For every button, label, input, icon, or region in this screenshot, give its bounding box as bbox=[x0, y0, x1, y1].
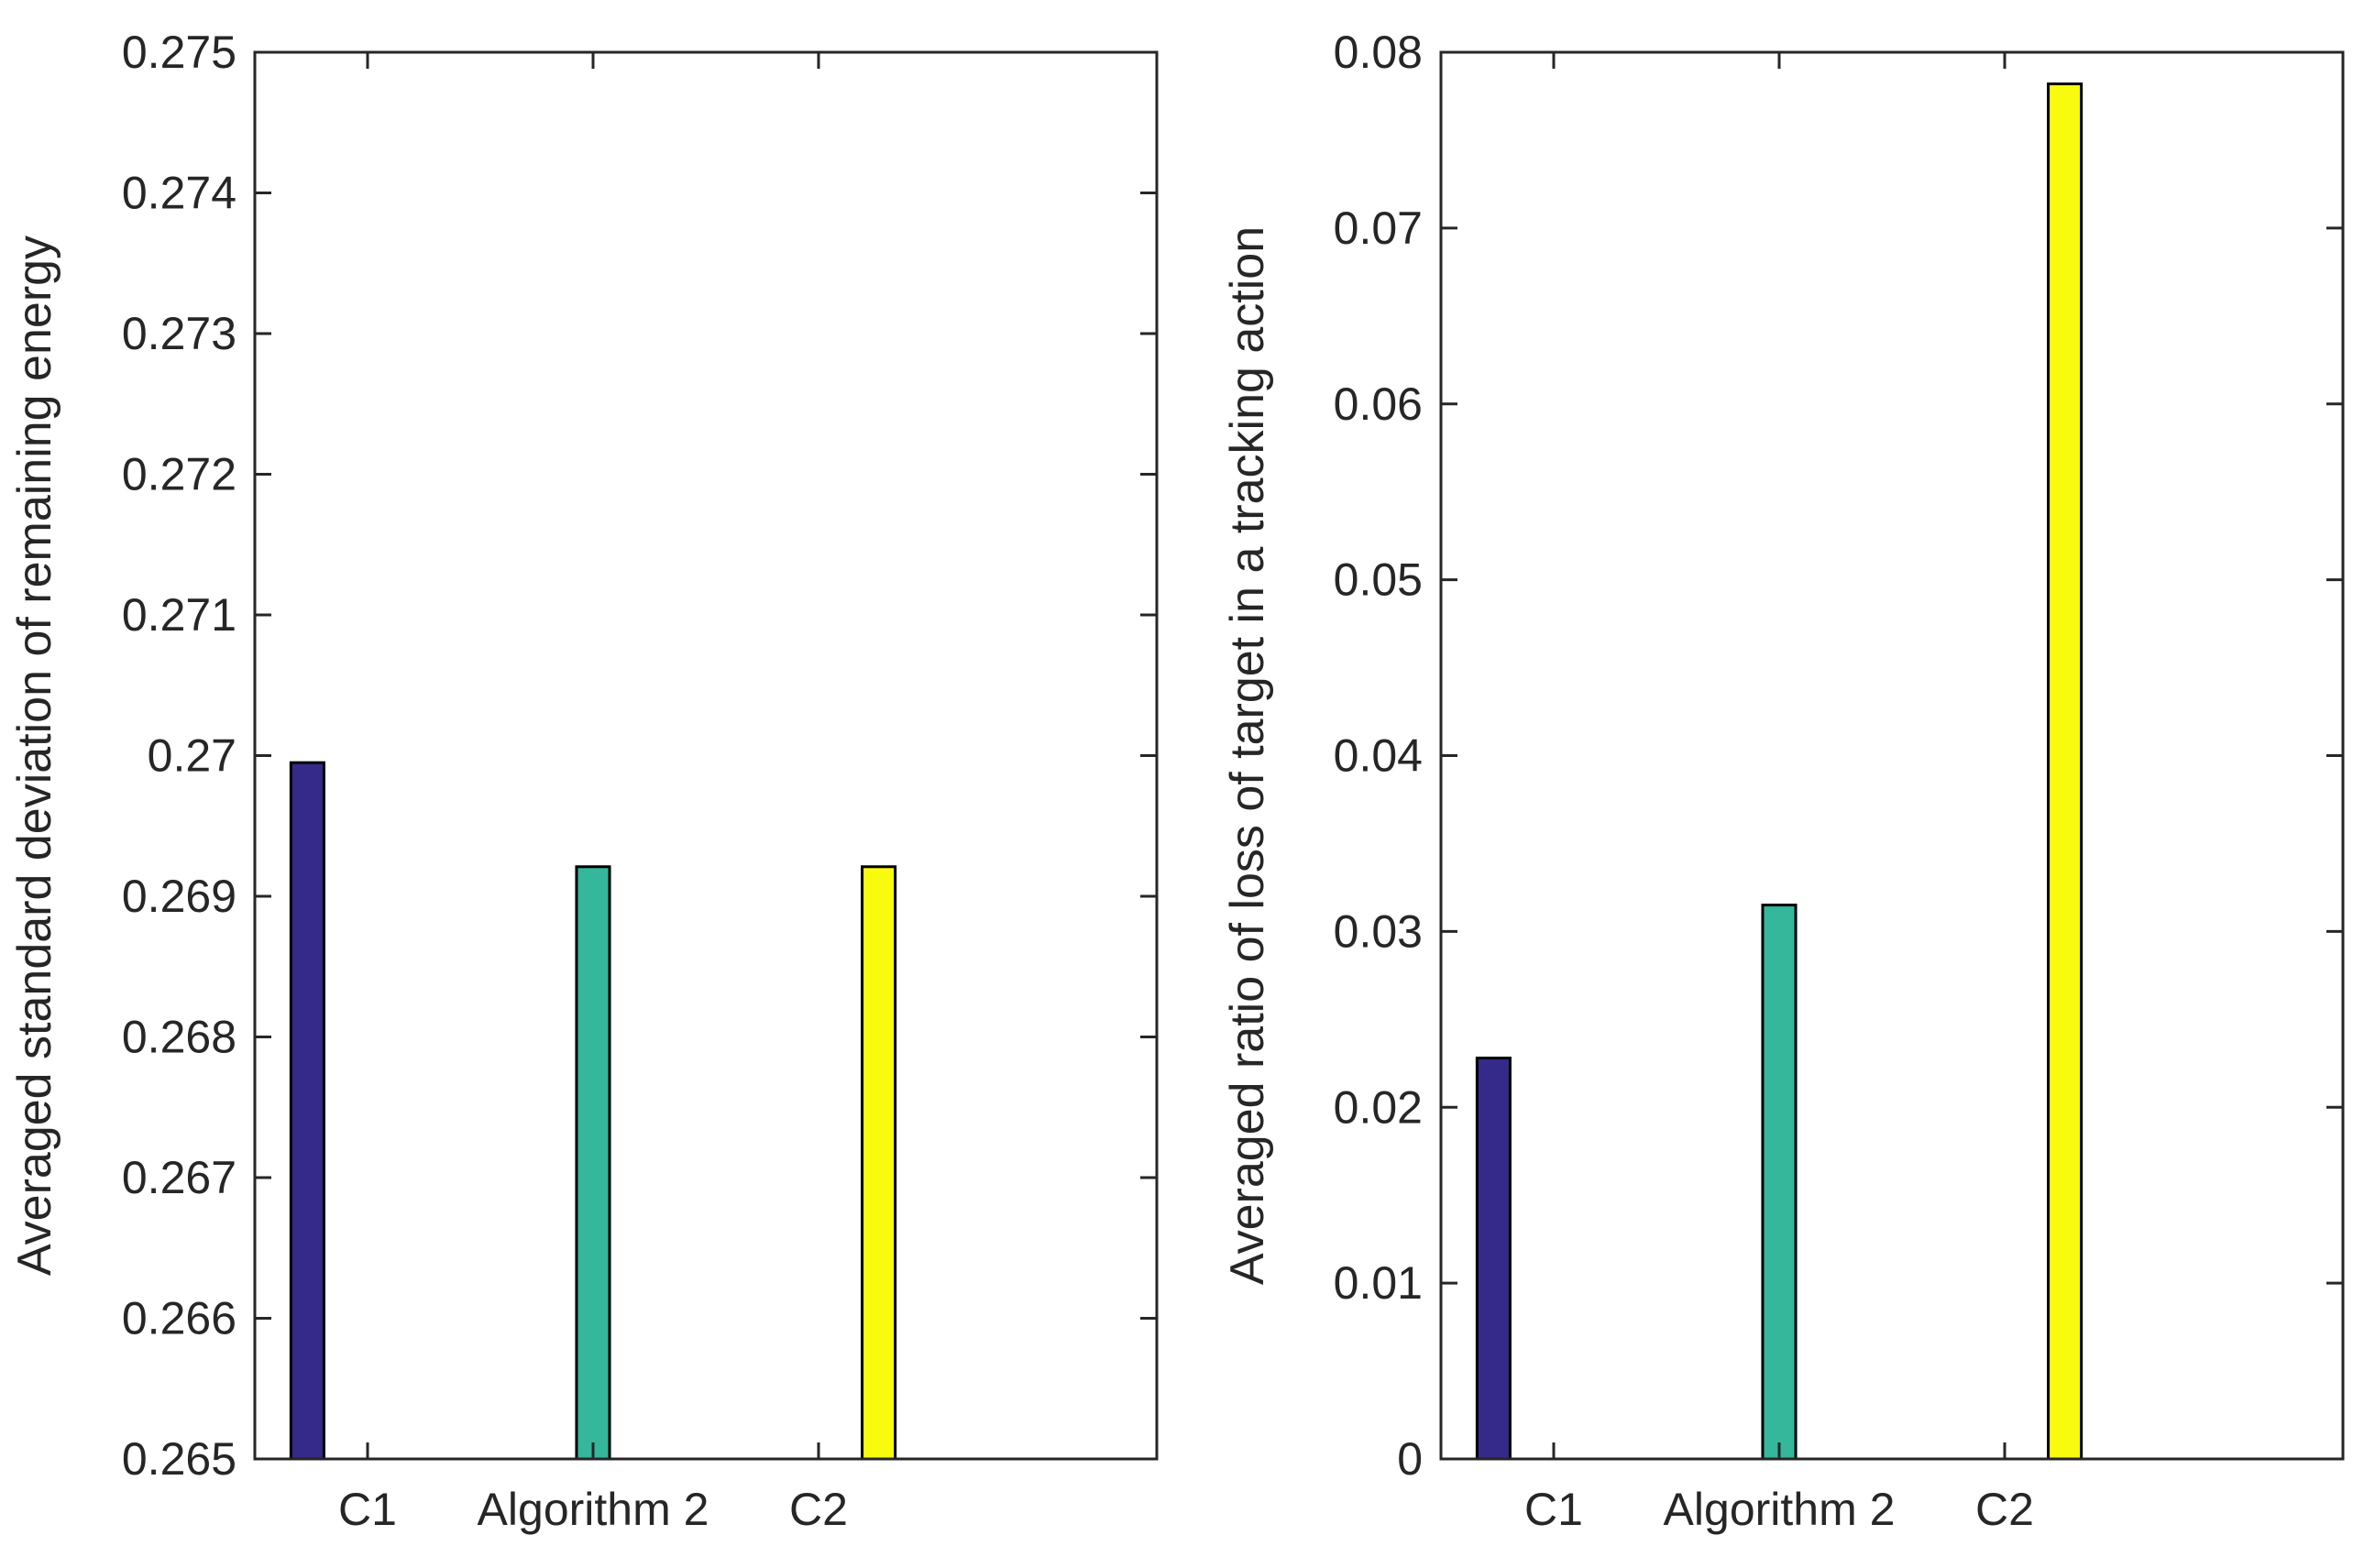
left-xtick-label: C2 bbox=[789, 1484, 848, 1535]
right-chart-panel: 0 0.01 0.02 0.03 0.04 0.05 0.06 0.07 0.08 C1 Algor… bbox=[1221, 27, 2345, 1535]
left-ytick-label: 0.273 bbox=[122, 308, 236, 359]
left-ytick-label: 0.267 bbox=[122, 1152, 236, 1203]
left-ytick-label: 0.269 bbox=[122, 871, 236, 922]
right-ytick-label: 0.03 bbox=[1334, 905, 1423, 957]
right-ytick-label: 0.08 bbox=[1334, 27, 1423, 78]
right-ytick-label: 0.02 bbox=[1334, 1081, 1423, 1133]
left-ytick-label: 0.275 bbox=[122, 27, 236, 78]
left-ytick-label: 0.272 bbox=[122, 449, 236, 500]
left-ytick-label: 0.266 bbox=[122, 1293, 236, 1344]
right-bar-c2 bbox=[2047, 82, 2084, 1461]
left-ytick-label: 0.268 bbox=[122, 1012, 236, 1063]
right-xtick-label: Algorithm 2 bbox=[1664, 1484, 1896, 1535]
left-axes-box bbox=[253, 50, 1159, 1461]
left-bar-algorithm-2 bbox=[575, 865, 611, 1461]
left-xtick-label: C1 bbox=[338, 1484, 397, 1535]
right-ytick-label: 0.04 bbox=[1334, 730, 1423, 782]
right-xtick-label: C2 bbox=[1975, 1484, 2034, 1535]
left-bar-c1 bbox=[289, 761, 325, 1461]
right-axes-box bbox=[1439, 50, 2345, 1461]
left-bar-c2 bbox=[861, 865, 897, 1461]
left-ytick-label: 0.274 bbox=[122, 168, 236, 219]
left-y-axis-label: Averaged standard deviation of remaining… bbox=[8, 236, 61, 1276]
right-xtick-label: C1 bbox=[1524, 1484, 1583, 1535]
right-ytick-label: 0.05 bbox=[1334, 554, 1423, 606]
left-ytick-label: 0.271 bbox=[122, 589, 236, 641]
right-y-axis-label: Averaged ratio of loss of target in a tr… bbox=[1221, 226, 1274, 1285]
right-ytick-label: 0.07 bbox=[1334, 203, 1423, 254]
right-bar-algorithm-2 bbox=[1761, 904, 1798, 1461]
left-xtick-label: Algorithm 2 bbox=[478, 1484, 709, 1535]
left-ytick-label: 0.27 bbox=[148, 730, 236, 782]
right-ytick-label: 0 bbox=[1397, 1433, 1423, 1485]
left-chart-panel: 0.265 0.266 0.267 0.268 0.269 0.27 0.271 0.272 0… bbox=[8, 27, 1159, 1535]
right-ytick-label: 0.06 bbox=[1334, 378, 1423, 430]
left-ytick-label: 0.265 bbox=[122, 1433, 236, 1485]
right-bar-c1 bbox=[1475, 1057, 1512, 1461]
right-ytick-label: 0.01 bbox=[1334, 1257, 1423, 1309]
